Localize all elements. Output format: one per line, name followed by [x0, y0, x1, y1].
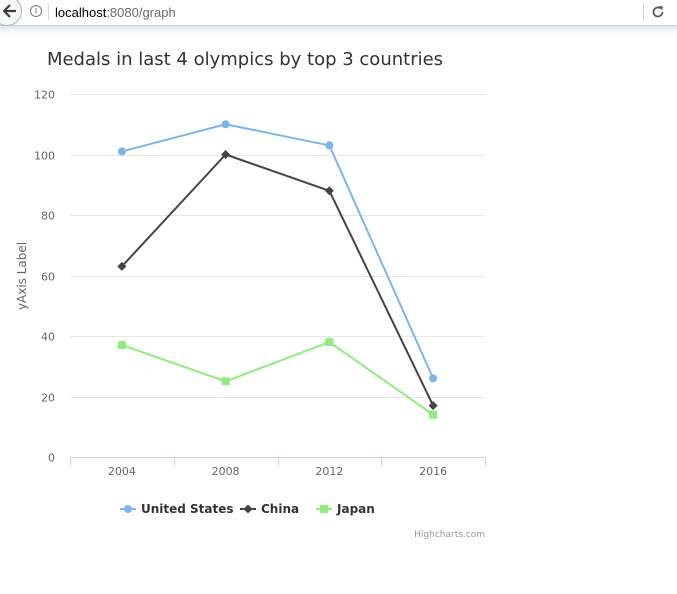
chart-title: Medals in last 4 olympics by top 3 count… [47, 49, 443, 70]
y-tick-label: 80 [41, 210, 55, 223]
data-point-japan[interactable] [117, 341, 126, 350]
reload-separator [643, 4, 644, 20]
legend-label: Japan [336, 502, 375, 516]
url-host: localhost [55, 5, 107, 20]
reload-icon[interactable] [651, 5, 665, 19]
series [117, 120, 438, 419]
data-point-china[interactable] [221, 150, 231, 159]
series-united-states [117, 120, 438, 383]
data-point-japan[interactable] [325, 338, 334, 347]
browser-toolbar: i localhost:8080/graph [0, 0, 677, 26]
series-line-japan [120, 341, 435, 416]
legend-label: China [261, 502, 299, 516]
legend-symbol-china [243, 504, 253, 514]
data-point-united-states[interactable] [117, 147, 126, 156]
credits-link[interactable]: Highcharts.com [414, 530, 485, 540]
legend: United States China Japan [120, 502, 375, 516]
y-tick-label: 60 [41, 271, 55, 284]
data-point-japan[interactable] [221, 377, 230, 386]
grid: 0 20 40 60 80 100 120 [34, 89, 485, 465]
legend-item-china[interactable]: China [240, 502, 299, 516]
legend-symbol-japan [320, 505, 328, 513]
x-tick-label: 2012 [315, 465, 343, 478]
data-point-china[interactable] [428, 401, 438, 411]
url-separator [48, 4, 49, 20]
y-tick-label: 120 [34, 89, 55, 102]
legend-label: United States [141, 502, 234, 516]
legend-item-japan[interactable]: Japan [316, 502, 375, 516]
series-japan [117, 338, 438, 419]
url-path: :8080/graph [106, 5, 176, 20]
y-tick-label: 100 [34, 150, 55, 163]
data-point-china[interactable] [324, 186, 334, 196]
legend-item-united-states[interactable]: United States [120, 502, 234, 516]
series-china [117, 150, 438, 411]
legend-symbol-united-states [124, 505, 132, 513]
data-point-china[interactable] [117, 261, 127, 271]
series-line-united-states [120, 123, 435, 380]
toolbar-shadow [0, 26, 677, 34]
series-line-china [120, 153, 435, 407]
site-info-icon[interactable]: i [30, 5, 42, 17]
y-tick-label: 0 [48, 452, 55, 465]
data-point-united-states[interactable] [325, 141, 334, 150]
x-tick-label: 2016 [419, 465, 447, 478]
x-axis: 2004 2008 2012 2016 [70, 457, 486, 478]
x-tick-label: 2008 [212, 465, 240, 478]
y-tick-label: 40 [41, 331, 55, 344]
data-point-united-states[interactable] [429, 374, 438, 383]
back-arrow-icon [3, 4, 16, 18]
data-point-united-states[interactable] [221, 120, 230, 129]
address-bar[interactable]: localhost:8080/graph [55, 5, 176, 20]
data-point-japan[interactable] [429, 410, 438, 419]
y-tick-label: 20 [41, 392, 55, 405]
y-axis-title: yAxis Label [15, 242, 29, 310]
x-tick-label: 2004 [108, 465, 136, 478]
